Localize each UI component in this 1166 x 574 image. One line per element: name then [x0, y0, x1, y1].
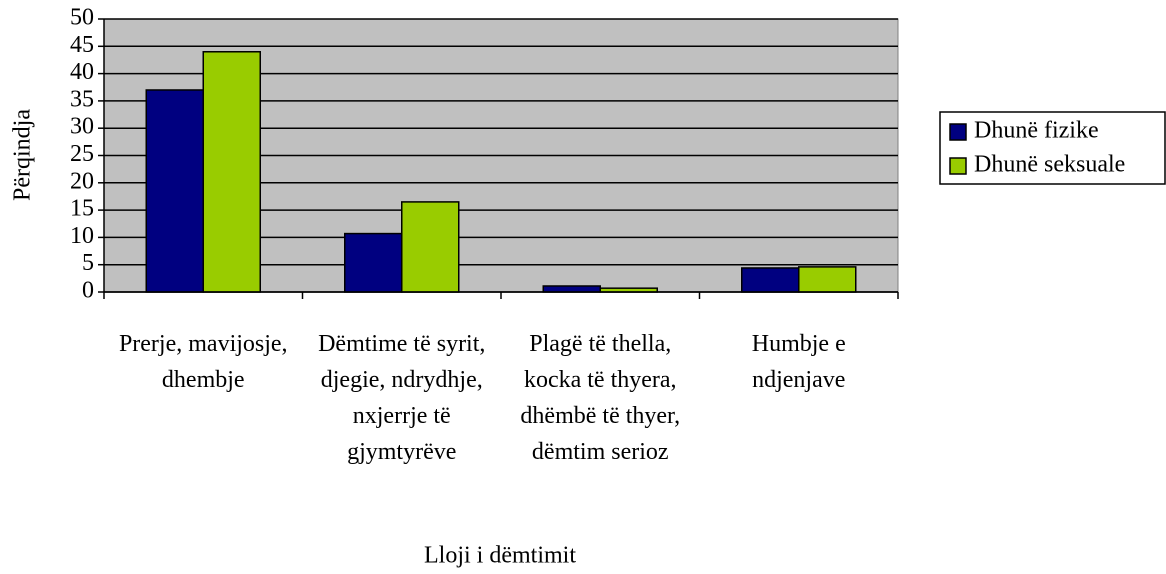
x-axis-label: Lloji i dëmtimit	[424, 543, 576, 569]
y-tick-label: 35	[70, 86, 94, 112]
bar	[798, 266, 857, 293]
x-tick-label: Humbje e ndjenjave	[751, 331, 846, 393]
y-tick-label: 40	[70, 59, 94, 85]
legend-swatch	[949, 123, 967, 141]
y-tick-label: 20	[70, 168, 94, 194]
bar	[202, 51, 261, 293]
bar	[145, 89, 204, 293]
legend-label: Dhunë fizike	[974, 118, 1099, 144]
legend-label: Dhunë seksuale	[974, 152, 1125, 178]
x-tick-label: Dëmtime të syrit, djegie, ndrydhje, nxje…	[318, 331, 486, 465]
y-tick-label: 45	[70, 32, 94, 58]
y-tick-label: 0	[82, 278, 94, 304]
y-tick-label: 5	[82, 250, 94, 276]
legend-box	[939, 111, 1166, 185]
y-tick-label: 15	[70, 196, 94, 222]
bar	[741, 267, 800, 293]
y-tick-label: 25	[70, 141, 94, 167]
y-tick-label: 10	[70, 223, 94, 249]
y-axis-label: Përqindja	[10, 109, 36, 201]
x-tick-label: Plagë të thella, kocka të thyera, dhëmbë…	[520, 331, 681, 465]
x-tick-label: Prerje, mavijosje, dhembje	[118, 331, 288, 393]
bar	[344, 232, 403, 293]
legend-swatch	[949, 157, 967, 175]
y-tick-label: 50	[70, 5, 94, 31]
bar	[542, 285, 601, 293]
y-tick-label: 30	[70, 114, 94, 140]
bar	[401, 201, 460, 293]
